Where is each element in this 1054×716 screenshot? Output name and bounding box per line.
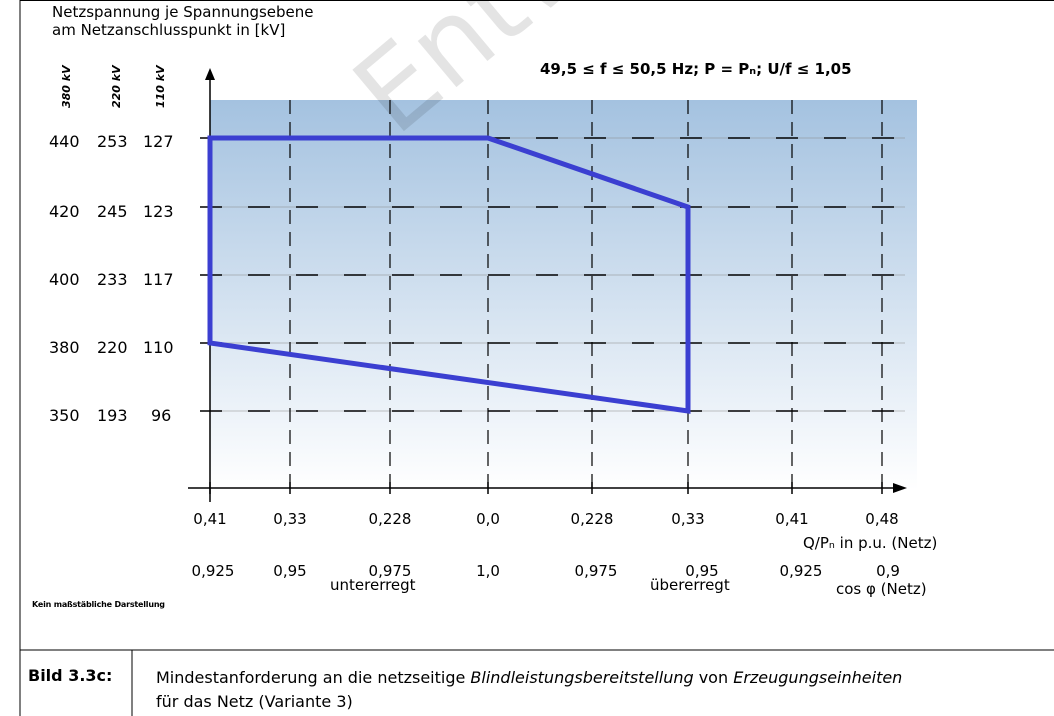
y-tick-380kv: 350 xyxy=(49,406,80,425)
x-tick-q: 0,41 xyxy=(193,510,227,528)
y-axis-title-line1: Netzspannung je Spannungsebene xyxy=(52,3,314,21)
x-axis-label: Q/Pₙ in p.u. (Netz) xyxy=(803,534,938,552)
x-tick-q: 0,33 xyxy=(273,510,307,528)
caption-term-erzeugungseinheiten: Erzeugungseinheiten xyxy=(733,668,903,687)
operating-condition: 49,5 ≤ f ≤ 50,5 Hz; P = Pₙ; U/f ≤ 1,05 xyxy=(540,60,852,78)
x-tick-q: 0,228 xyxy=(368,510,412,528)
x-tick-q: 0,33 xyxy=(671,510,705,528)
polygon-layer xyxy=(207,135,691,414)
y-tick-110kv: 117 xyxy=(143,270,174,289)
x-tick-q: 0,228 xyxy=(570,510,614,528)
y-tick-110kv: 96 xyxy=(151,406,172,425)
y-tick-380kv: 400 xyxy=(49,270,80,289)
x-tick-cos: 0,925 xyxy=(191,562,235,580)
y-axis-title-line2: am Netzanschlusspunkt in [kV] xyxy=(52,21,286,39)
x-tick-cos: 1,0 xyxy=(476,562,500,580)
x-tick-cos: 0,9 xyxy=(876,562,900,580)
under-excited-label: untererregt xyxy=(330,576,416,594)
x-tick-cos: 0,95 xyxy=(273,562,307,580)
y-tick-110kv: 127 xyxy=(143,132,174,151)
caption-text-part1: Mindestanforderung an die netzseitige xyxy=(156,668,471,687)
y-tick-380kv: 440 xyxy=(49,132,80,151)
grid-layer xyxy=(200,100,905,496)
level-header-380kv: 380 kV xyxy=(60,65,73,108)
y-tick-380kv: 380 xyxy=(49,338,80,357)
x-axis-arrow xyxy=(893,483,907,493)
cos-phi-axis-label: cos φ (Netz) xyxy=(836,580,927,598)
level-header-110kv: 110 kV xyxy=(154,65,167,108)
y-axis-arrow xyxy=(205,68,215,80)
x-tick-cos: 0,975 xyxy=(574,562,618,580)
y-tick-220kv: 245 xyxy=(97,202,128,221)
x-tick-cos: 0,925 xyxy=(779,562,823,580)
x-tick-q: 0,0 xyxy=(476,510,500,528)
admissible-range-outline xyxy=(207,135,691,414)
y-tick-380kv: 420 xyxy=(49,202,80,221)
level-header-220kv: 220 kV xyxy=(110,65,123,108)
caption-term-blindleistung: Blindleistungsbereitstellung xyxy=(470,668,694,687)
y-tick-220kv: 253 xyxy=(97,132,128,151)
x-tick-q: 0,41 xyxy=(775,510,809,528)
caption-text: Mindestanforderung an die netzseitige Bl… xyxy=(156,666,902,714)
x-tick-cos: 0,975 xyxy=(368,562,412,580)
caption-number: Bild 3.3c: xyxy=(28,666,113,685)
x-tick-q: 0,48 xyxy=(865,510,899,528)
y-tick-220kv: 220 xyxy=(97,338,128,357)
not-to-scale-note: Kein maßstäbliche Darstellung xyxy=(32,600,165,609)
over-excited-label: übererregt xyxy=(650,576,730,594)
y-tick-220kv: 193 xyxy=(97,406,128,425)
x-tick-cos: 0,95 xyxy=(685,562,719,580)
y-tick-110kv: 123 xyxy=(143,202,174,221)
caption-text-part2: von xyxy=(693,668,734,687)
y-tick-220kv: 233 xyxy=(97,270,128,289)
figure-caption: Bild 3.3c: Mindestanforderung an die net… xyxy=(20,650,1054,716)
y-tick-110kv: 110 xyxy=(143,338,174,357)
caption-line2: für das Netz (Variante 3) xyxy=(156,692,353,711)
shaded-region xyxy=(210,100,917,490)
